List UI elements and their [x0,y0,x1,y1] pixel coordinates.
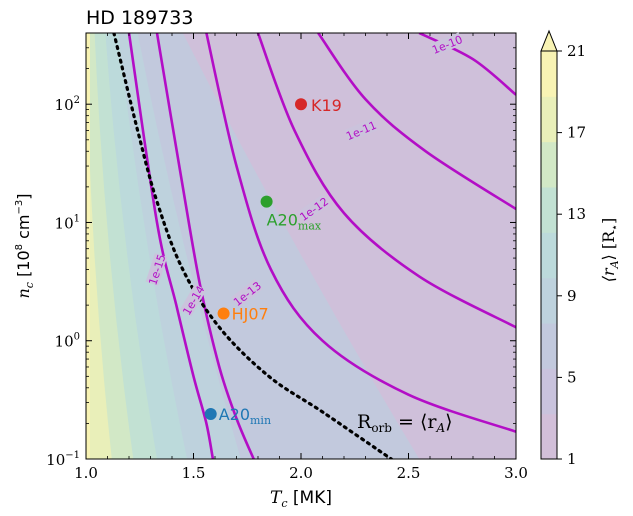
x-tick-label: 2.0 [289,464,313,482]
orbit-radius-curve [112,33,393,459]
fill-band [86,33,112,459]
colorbar-segment [541,277,557,324]
colorbar-segment [541,368,557,415]
contour-line [256,33,516,329]
contour-fill-layer [86,33,516,459]
point-label: HJ07 [232,304,269,323]
x-tick-label: 1.0 [74,464,98,482]
contour-label-bg [231,278,263,308]
point-label: A20max [267,211,322,233]
colorbar-segment [541,232,557,279]
y-axis-label: nc [108 cm−3] [14,193,36,298]
contour-label-bg [179,283,207,317]
colorbar-tick-label: 13 [567,205,586,223]
data-point [204,408,217,421]
data-point [295,98,307,111]
contour-line [317,33,516,211]
contour-label-bg [145,253,168,286]
colorbar-segment [541,323,557,369]
colorbar-segment [541,413,557,460]
data-point [217,307,230,320]
x-tick-label: 1.5 [182,464,206,482]
chart-title: HD 189733 [86,7,194,29]
point-label: K19 [311,96,342,115]
contour-label-bg [297,194,330,223]
y-tick-label: 10−1 [46,450,80,469]
colorbar: 1 5 9 13 17 21 ⟨rA⟩ [R⋆] [540,29,621,468]
colorbar-tick-label: 17 [567,124,586,142]
colorbar-tick-label: 1 [567,450,577,468]
fill-band-edge [86,33,90,459]
colorbar-segments [541,51,557,460]
point-label: A20min [219,405,271,427]
contour-label-bg [344,118,378,142]
colorbar-tick-label: 5 [567,368,577,386]
colorbar-extend-arrow [540,29,558,52]
colorbar-ticks: 1 5 9 13 17 21 [557,42,586,468]
colorbar-tick-label: 9 [567,287,577,305]
x-axis: 1.0 1.5 2.0 2.5 3.0 [74,33,528,482]
contour-line [155,33,255,459]
contour-lines [127,33,516,459]
colorbar-label: ⟨rA⟩ [R⋆] [599,218,621,283]
y-tick-label: 102 [55,95,80,114]
point-labels: K19 A20max HJ07 A20min [219,96,342,427]
contour-line [205,33,516,433]
data-point [260,195,273,208]
contour-label-bg [430,32,464,56]
colorbar-tick-label: 21 [567,42,586,60]
x-axis-label: Tc [MK] [270,488,332,510]
x-tick-label: 3.0 [504,464,528,482]
y-axis: 10−1 100 101 102 [46,32,516,469]
colorbar-frame [540,50,558,460]
x-tick-label: 2.5 [397,464,421,482]
plot-area [86,33,516,459]
colorbar-segment [541,141,557,188]
contour-line [127,33,215,459]
y-tick-label: 100 [55,332,80,351]
colorbar-segment [541,96,557,143]
colorbar-segment [541,187,557,233]
contour-line [418,33,516,96]
observation-markers [204,98,307,421]
colorbar-segment [541,51,557,97]
orbit-curve-label: Rorb = ⟨rA⟩ [357,411,453,435]
y-tick-label: 101 [55,213,80,232]
